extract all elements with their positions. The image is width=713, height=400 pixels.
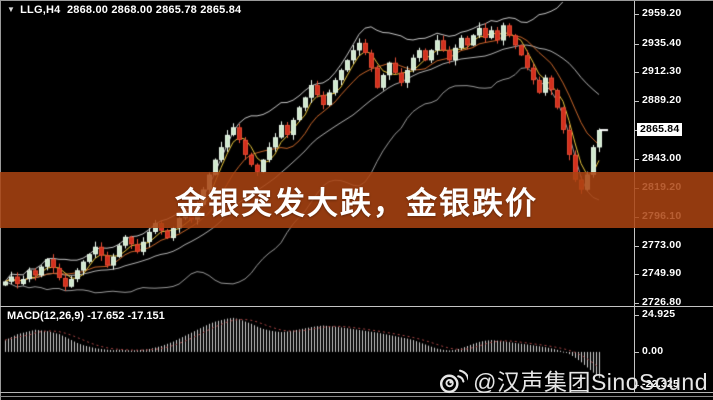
axis-tick-mark	[634, 159, 639, 160]
bottom-separator-1	[0, 392, 713, 393]
axis-tick-label: 24.925	[642, 308, 676, 320]
axis-tick-label: 2843.00	[642, 152, 682, 164]
axis-tick-mark	[634, 14, 639, 15]
axis-tick-mark	[634, 315, 639, 316]
axis-tick-mark	[634, 130, 639, 131]
axis-tick-label: 2726.80	[642, 296, 682, 308]
chevron-down-icon: ▼	[7, 5, 16, 14]
axis-tick-label: 2935.40	[642, 37, 682, 49]
axis-tick-mark	[634, 274, 639, 275]
axis-tick-mark	[634, 72, 639, 73]
watermark: @汉声集团SinoSound	[438, 363, 708, 397]
axis-tick-label: 2912.30	[642, 65, 682, 77]
axis-tick-label: 0.00	[642, 345, 664, 357]
watermark-text: @汉声集团SinoSound	[473, 369, 708, 395]
symbol-ohlc-label: ▼ LLG,H4 2868.00 2868.00 2865.78 2865.84	[7, 4, 241, 16]
axis-tick-mark	[634, 385, 639, 386]
news-banner: 金银突发大跌，金银跌价	[0, 172, 713, 228]
bottom-separator-2	[0, 396, 713, 397]
current-price-tag: 2865.84	[637, 123, 683, 136]
symbol-ohlc-text: LLG,H4 2868.00 2868.00 2865.78 2865.84	[20, 4, 242, 16]
axis-tick-label: 2749.90	[642, 267, 682, 279]
window-border-top	[0, 0, 713, 1]
axis-tick-label: 2959.20	[642, 7, 682, 19]
axis-tick-label: 2889.20	[642, 94, 682, 106]
news-banner-text: 金银突发大跌，金银跌价	[175, 185, 538, 221]
axis-tick-label: 2773.00	[642, 239, 682, 251]
axis-tick-label: -22.325	[642, 378, 680, 390]
axis-tick-mark	[634, 352, 639, 353]
axis-tick-mark	[634, 246, 639, 247]
panel-separator[interactable]	[0, 306, 713, 307]
axis-tick-mark	[634, 44, 639, 45]
weibo-icon	[440, 369, 469, 393]
axis-tick-mark	[634, 101, 639, 102]
axis-tick-mark	[634, 303, 639, 304]
macd-indicator-label: MACD(12,26,9) -17.652 -17.151	[7, 310, 165, 322]
